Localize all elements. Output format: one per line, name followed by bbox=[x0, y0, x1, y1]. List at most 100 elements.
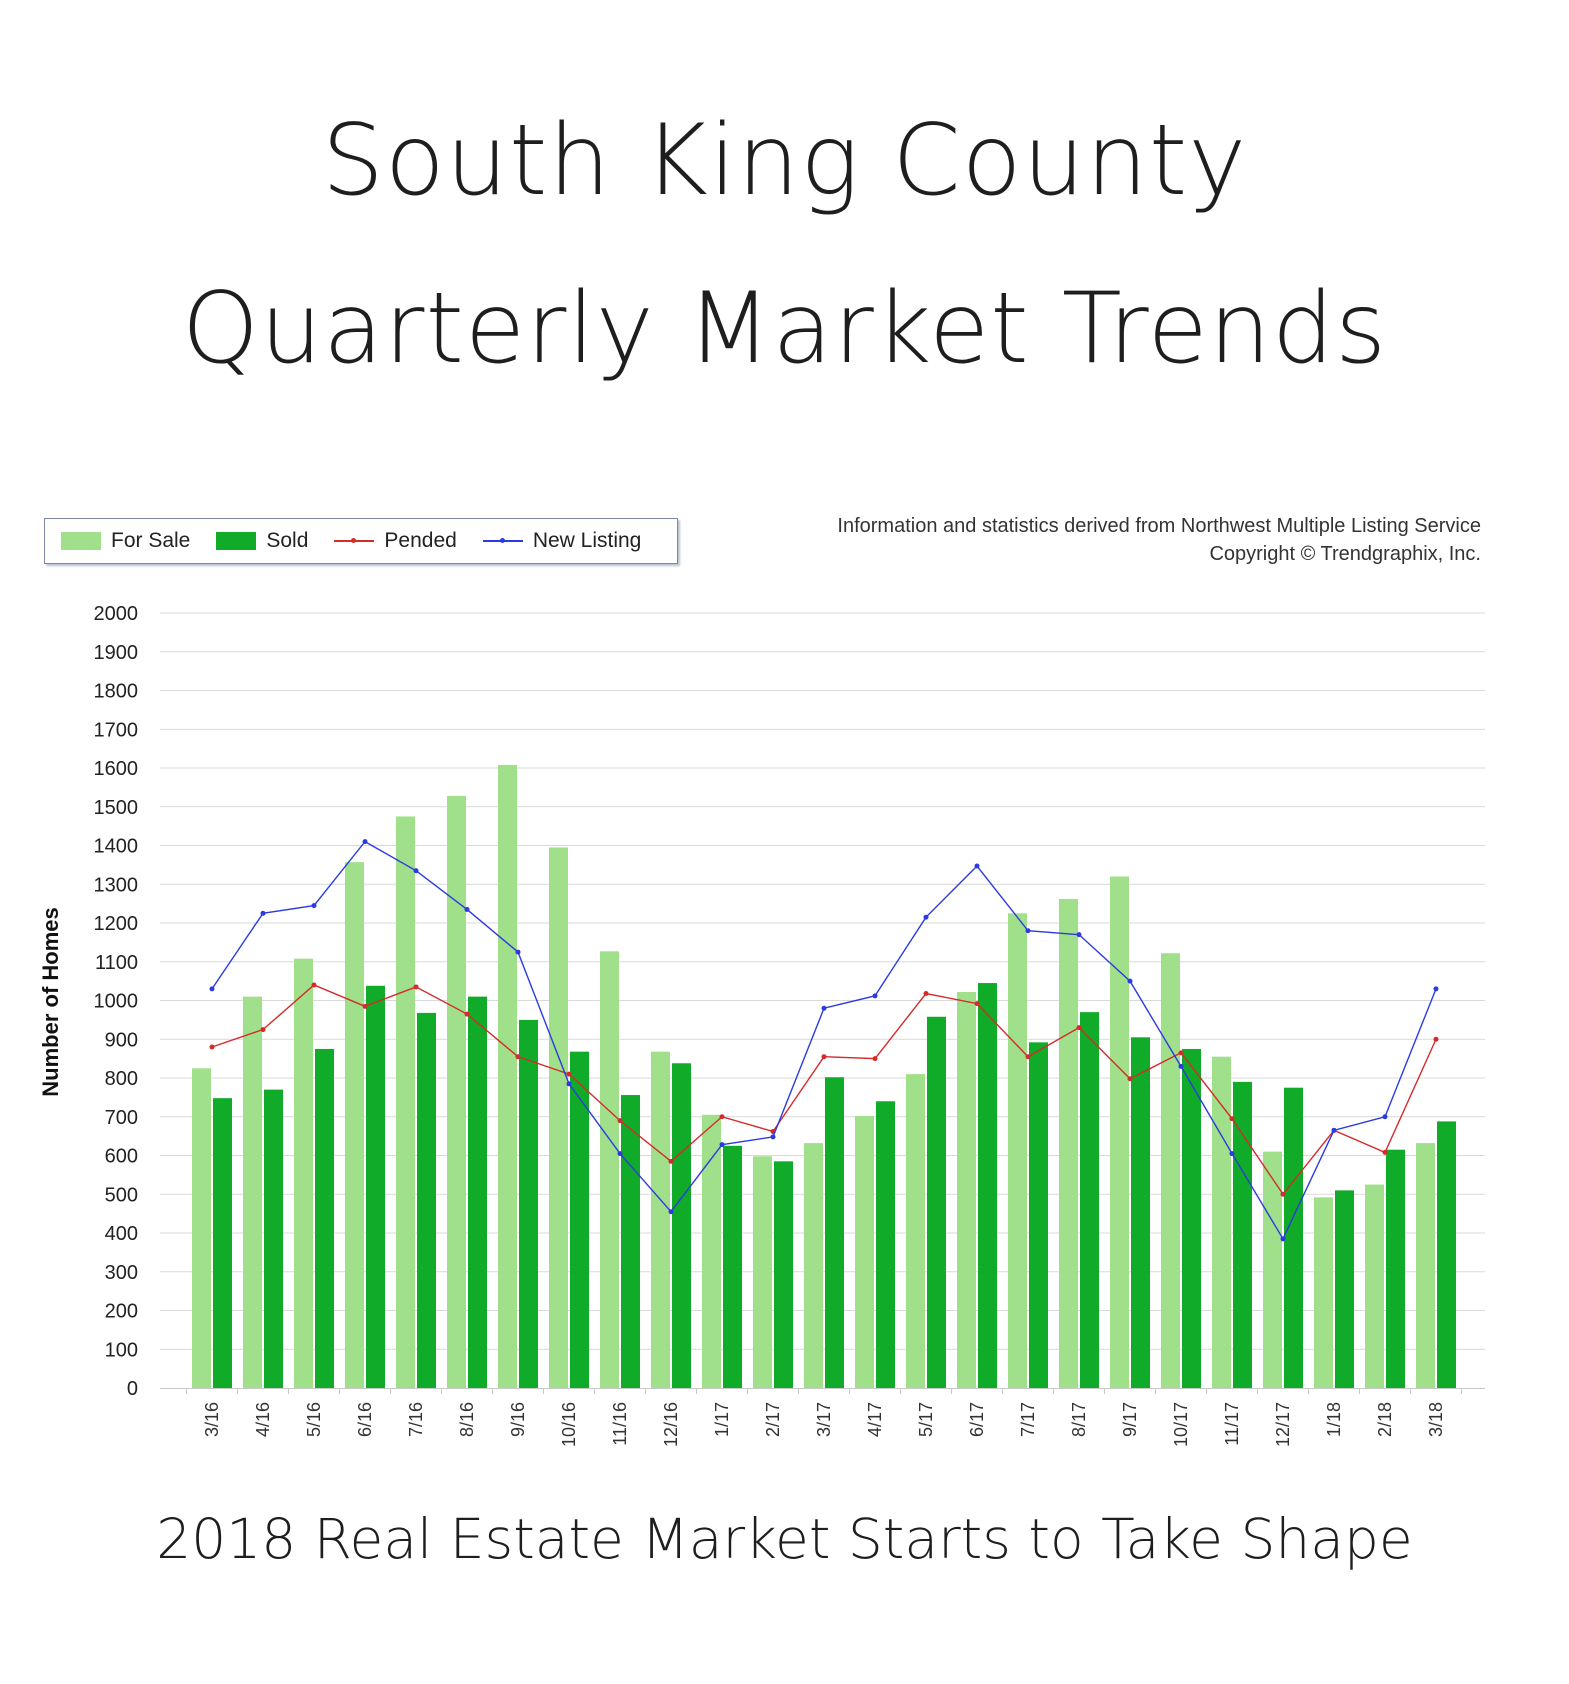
x-tick-label: 4/17 bbox=[865, 1402, 885, 1437]
y-tick-label: 400 bbox=[105, 1223, 138, 1245]
x-tick-label: 7/16 bbox=[406, 1402, 426, 1437]
bar-sold bbox=[519, 1019, 538, 1388]
bar-for-sale bbox=[345, 862, 364, 1388]
series-point-new-listing bbox=[1280, 1236, 1286, 1242]
series-point-pended bbox=[362, 1003, 368, 1009]
series-point-pended bbox=[1280, 1191, 1286, 1197]
series-point-pended bbox=[209, 1044, 215, 1050]
series-point-pended bbox=[260, 1027, 266, 1033]
series-point-pended bbox=[515, 1054, 521, 1060]
series-point-new-listing bbox=[923, 914, 929, 920]
bar-sold bbox=[978, 983, 997, 1388]
series-point-pended bbox=[566, 1071, 572, 1077]
legend-item: Pended bbox=[334, 529, 457, 553]
bar-sold bbox=[264, 1089, 283, 1388]
series-point-pended bbox=[821, 1054, 827, 1060]
legend-swatch bbox=[61, 532, 101, 550]
bar-sold bbox=[1080, 1012, 1099, 1388]
series-point-new-listing bbox=[668, 1209, 674, 1215]
legend-label: New Listing bbox=[532, 529, 642, 552]
bar-for-sale bbox=[651, 1051, 670, 1388]
bar-sold bbox=[1437, 1121, 1456, 1388]
bar-for-sale bbox=[243, 996, 262, 1388]
bar-sold bbox=[1335, 1190, 1354, 1388]
y-tick-label: 0 bbox=[127, 1378, 138, 1400]
copyright-line: Copyright © Trendgraphix, Inc. bbox=[1209, 543, 1481, 565]
bar-sold bbox=[315, 1048, 334, 1388]
y-tick-label: 700 bbox=[105, 1107, 138, 1129]
series-point-pended bbox=[617, 1118, 623, 1124]
source-line: Information and statistics derived from … bbox=[837, 515, 1481, 537]
bar-for-sale bbox=[1110, 876, 1129, 1388]
bar-for-sale bbox=[1365, 1184, 1384, 1388]
series-point-new-listing bbox=[413, 868, 419, 874]
x-tick-label: 6/16 bbox=[355, 1402, 375, 1437]
y-tick-label: 900 bbox=[105, 1029, 138, 1051]
bar-sold bbox=[672, 1063, 691, 1388]
series-point-new-listing bbox=[821, 1005, 827, 1011]
series-point-new-listing bbox=[1025, 928, 1031, 934]
y-tick-label: 800 bbox=[105, 1068, 138, 1090]
bar-sold bbox=[1029, 1042, 1048, 1388]
x-tick-label: 4/16 bbox=[253, 1402, 273, 1437]
y-tick-label: 1000 bbox=[94, 991, 139, 1013]
series-point-new-listing bbox=[260, 910, 266, 916]
y-tick-label: 100 bbox=[105, 1339, 138, 1361]
legend-swatch bbox=[216, 532, 257, 550]
bar-for-sale bbox=[1416, 1143, 1435, 1388]
x-tick-label: 2/17 bbox=[763, 1402, 783, 1437]
bar-sold bbox=[366, 985, 385, 1388]
x-tick-label: 9/16 bbox=[508, 1402, 528, 1437]
series-point-pended bbox=[668, 1158, 674, 1164]
bar-sold bbox=[1284, 1087, 1303, 1388]
bar-for-sale bbox=[1263, 1151, 1282, 1388]
series-point-pended bbox=[413, 984, 419, 990]
x-tick-label: 10/17 bbox=[1171, 1402, 1191, 1447]
x-tick-label: 1/17 bbox=[712, 1402, 732, 1437]
series-line-new-listing bbox=[211, 840, 1437, 1241]
series-point-new-listing bbox=[872, 993, 878, 999]
title-line-1: South King County bbox=[321, 104, 1248, 218]
bar-for-sale bbox=[396, 816, 415, 1388]
legend-label: Sold bbox=[266, 529, 309, 552]
series-point-new-listing bbox=[362, 839, 368, 845]
legend-swatch bbox=[334, 532, 375, 550]
series-point-new-listing bbox=[617, 1151, 623, 1157]
series-point-pended bbox=[1025, 1054, 1031, 1060]
y-tick-label: 1800 bbox=[94, 681, 139, 703]
bar-sold bbox=[1386, 1149, 1405, 1388]
y-tick-label: 300 bbox=[105, 1262, 138, 1284]
legend-swatch bbox=[482, 532, 523, 550]
x-tick-label: 11/16 bbox=[610, 1402, 630, 1446]
bar-sold bbox=[621, 1095, 640, 1388]
bar-sold bbox=[774, 1161, 793, 1388]
bar-for-sale bbox=[1212, 1056, 1231, 1388]
series-point-new-listing bbox=[515, 949, 521, 955]
chart-legend: For Sale Sold Pended New Listing bbox=[44, 518, 678, 564]
bar-for-sale bbox=[753, 1156, 772, 1388]
bar-sold bbox=[1131, 1037, 1150, 1388]
y-tick-label: 1700 bbox=[94, 719, 139, 741]
y-tick-label: 1100 bbox=[95, 952, 138, 974]
series-point-pended bbox=[974, 1001, 980, 1007]
legend-label: Pended bbox=[384, 529, 457, 552]
bar-for-sale bbox=[600, 951, 619, 1388]
y-tick-label: 1900 bbox=[94, 642, 139, 664]
legend-item: For Sale bbox=[61, 529, 190, 553]
bar-for-sale bbox=[549, 847, 568, 1388]
x-tick-label: 8/17 bbox=[1069, 1402, 1089, 1437]
bar-for-sale bbox=[294, 958, 313, 1388]
series-point-new-listing bbox=[1178, 1063, 1184, 1069]
series-line-pended bbox=[211, 984, 1437, 1196]
legend-item: Sold bbox=[216, 529, 308, 553]
y-axis-label: Number of Homes bbox=[38, 907, 63, 1096]
source-note: Information and statistics derived from … bbox=[837, 512, 1481, 568]
x-tick-label: 3/18 bbox=[1426, 1402, 1446, 1437]
series-point-pended bbox=[1076, 1025, 1082, 1031]
x-tick-label: 7/17 bbox=[1018, 1402, 1038, 1437]
series-point-new-listing bbox=[1331, 1127, 1337, 1133]
bar-sold bbox=[213, 1098, 232, 1388]
y-tick-label: 1400 bbox=[94, 836, 139, 858]
x-tick-label: 5/16 bbox=[304, 1402, 324, 1437]
x-tick-label: 5/17 bbox=[916, 1402, 936, 1437]
